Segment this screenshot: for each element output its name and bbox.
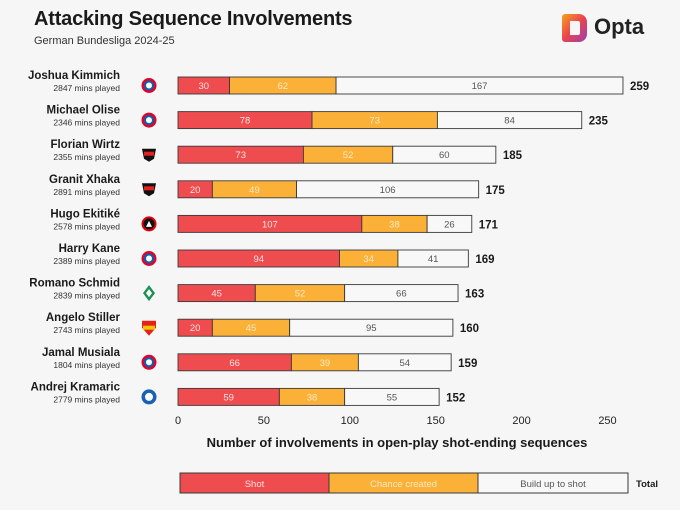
club-badge-icon — [141, 112, 157, 128]
total-label: 163 — [465, 289, 484, 301]
build-up-bar — [392, 145, 497, 164]
total-label: 152 — [446, 392, 465, 404]
opta-brand-text: Opta — [594, 14, 645, 39]
opta-logo-icon — [562, 14, 587, 42]
chance-created-bar-label: 49 — [249, 185, 260, 196]
total-label: 160 — [460, 323, 479, 335]
player-name: Harry Kane — [59, 243, 120, 255]
build-up-bar — [289, 318, 454, 337]
club-badge-icon — [141, 389, 157, 405]
player-mins: 2578 mins played — [53, 221, 120, 231]
build-up-bar-label: 106 — [380, 185, 396, 196]
x-tick-label: 150 — [427, 415, 445, 427]
legend-shot-label: Shot — [245, 479, 265, 490]
build-up-bar-label: 95 — [366, 323, 377, 334]
shot-bar-label: 78 — [240, 116, 251, 127]
chance-created-bar-label: 52 — [295, 289, 306, 300]
build-up-bar-label: 84 — [504, 116, 515, 127]
build-up-bar — [357, 353, 452, 372]
x-tick-label: 0 — [175, 415, 181, 427]
build-up-bar — [335, 76, 624, 95]
build-up-bar — [436, 111, 583, 130]
player-mins: 2779 mins played — [53, 394, 120, 404]
club-badge-icon — [141, 251, 157, 266]
club-badge-icon — [142, 183, 156, 197]
build-up-bar — [397, 249, 469, 268]
total-label: 259 — [630, 81, 649, 93]
chance-created-bar-label: 39 — [320, 358, 331, 369]
total-label: 171 — [479, 219, 499, 231]
shot-bar-label: 94 — [253, 254, 264, 265]
chance-created-bar-label: 38 — [307, 392, 318, 403]
chance-created-bar-label: 38 — [389, 219, 400, 230]
build-up-bar — [426, 214, 473, 233]
shot-bar-label: 66 — [229, 358, 240, 369]
build-up-bar-label: 60 — [439, 150, 450, 161]
chart-title: Attacking Sequence Involvements — [34, 8, 353, 30]
player-name: Andrej Kramaric — [31, 381, 121, 393]
total-label: 235 — [589, 116, 609, 128]
x-tick-label: 50 — [258, 415, 270, 427]
player-name: Angelo Stiller — [46, 312, 121, 324]
player-name: Hugo Ekitiké — [50, 208, 120, 220]
build-up-bar-label: 26 — [444, 219, 455, 230]
player-mins: 2847 mins played — [53, 83, 120, 93]
player-mins: 2839 mins played — [53, 291, 120, 301]
club-badge-icon — [141, 354, 157, 370]
player-name: Florian Wirtz — [50, 139, 120, 151]
chart-subtitle: German Bundesliga 2024-25 — [34, 35, 175, 47]
chance-created-bar-label: 52 — [343, 150, 354, 161]
shot-bar-label: 45 — [211, 289, 222, 300]
build-up-bar — [296, 180, 480, 199]
build-up-bar-label: 41 — [428, 254, 439, 265]
x-axis-label: Number of involvements in open-play shot… — [207, 435, 588, 450]
club-badge-icon — [142, 148, 156, 162]
legend-total-label: Total — [636, 479, 658, 490]
x-tick-label: 250 — [598, 415, 616, 427]
shot-bar-label: 59 — [223, 392, 234, 403]
club-badge-icon — [141, 216, 157, 232]
total-label: 159 — [458, 358, 477, 370]
chance-created-bar-label: 45 — [246, 323, 257, 334]
build-up-bar — [344, 284, 459, 303]
shot-bar-label: 107 — [262, 219, 278, 230]
build-up-bar-label: 55 — [387, 392, 398, 403]
shot-bar-label: 73 — [235, 150, 246, 161]
chance-created-bar-label: 34 — [363, 254, 374, 265]
player-mins: 2346 mins played — [53, 118, 120, 128]
player-name: Romano Schmid — [29, 278, 120, 290]
shot-bar-label: 20 — [190, 323, 201, 334]
player-mins: 2891 mins played — [53, 187, 120, 197]
player-name: Jamal Musiala — [42, 347, 121, 359]
player-name: Michael Olise — [46, 105, 120, 117]
club-badge-icon — [142, 320, 156, 336]
legend-build-up-swatch — [477, 472, 629, 494]
player-mins: 2389 mins played — [53, 256, 120, 266]
total-label: 169 — [475, 254, 494, 266]
x-tick-label: 100 — [341, 415, 359, 427]
total-label: 185 — [503, 150, 523, 162]
legend-build-up-label: Build up to shot — [520, 479, 586, 490]
build-up-bar-label: 54 — [399, 358, 410, 369]
player-name: Granit Xhaka — [49, 174, 121, 186]
chance-created-bar-label: 73 — [369, 116, 380, 127]
total-label: 175 — [486, 185, 506, 197]
build-up-bar — [344, 387, 440, 406]
build-up-bar-label: 66 — [396, 289, 407, 300]
build-up-bar-label: 167 — [472, 81, 488, 92]
club-badge-icon — [143, 285, 155, 302]
chance-created-bar-label: 62 — [278, 81, 289, 92]
club-badge-icon — [141, 78, 157, 93]
player-mins: 2355 mins played — [53, 152, 120, 162]
x-tick-label: 200 — [512, 415, 530, 427]
player-name: Joshua Kimmich — [28, 70, 120, 82]
legend-chance-created-label: Chance created — [370, 479, 437, 490]
shot-bar-label: 20 — [190, 185, 201, 196]
player-mins: 2743 mins played — [53, 325, 120, 335]
shot-bar-label: 30 — [198, 81, 209, 92]
player-mins: 1804 mins played — [53, 360, 120, 370]
